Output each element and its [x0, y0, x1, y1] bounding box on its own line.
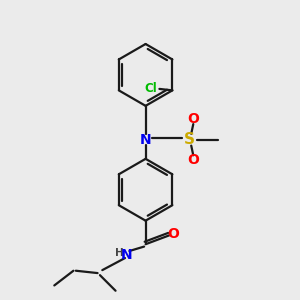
Text: N: N [140, 133, 152, 147]
Text: H: H [115, 248, 124, 258]
Text: S: S [184, 132, 195, 147]
Text: O: O [187, 153, 199, 167]
Text: O: O [168, 227, 179, 241]
Text: N: N [121, 248, 133, 262]
Text: O: O [187, 112, 199, 126]
Text: Cl: Cl [145, 82, 158, 95]
